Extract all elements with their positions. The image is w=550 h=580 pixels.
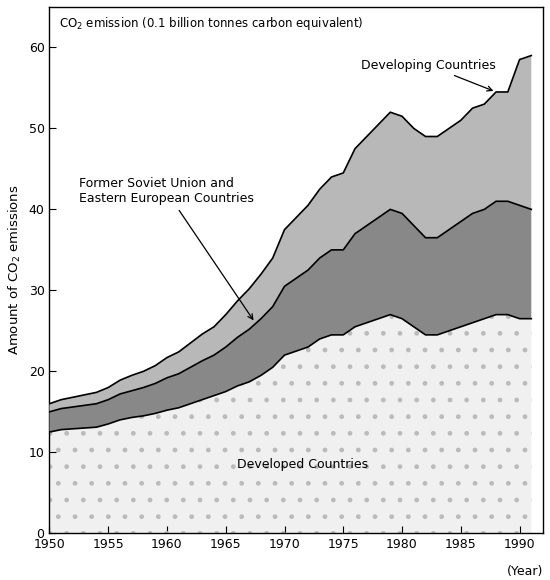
Text: CO$_2$ emission (0.1 billion tonnes carbon equivalent): CO$_2$ emission (0.1 billion tonnes carb…: [59, 15, 364, 32]
Text: Former Soviet Union and
Eastern European Countries: Former Soviet Union and Eastern European…: [79, 177, 254, 319]
Y-axis label: Amount of CO$_2$ emissions: Amount of CO$_2$ emissions: [7, 185, 23, 356]
Text: (Year): (Year): [507, 565, 543, 578]
Text: Developed Countries: Developed Countries: [238, 458, 368, 471]
Text: Developing Countries: Developing Countries: [361, 59, 496, 91]
